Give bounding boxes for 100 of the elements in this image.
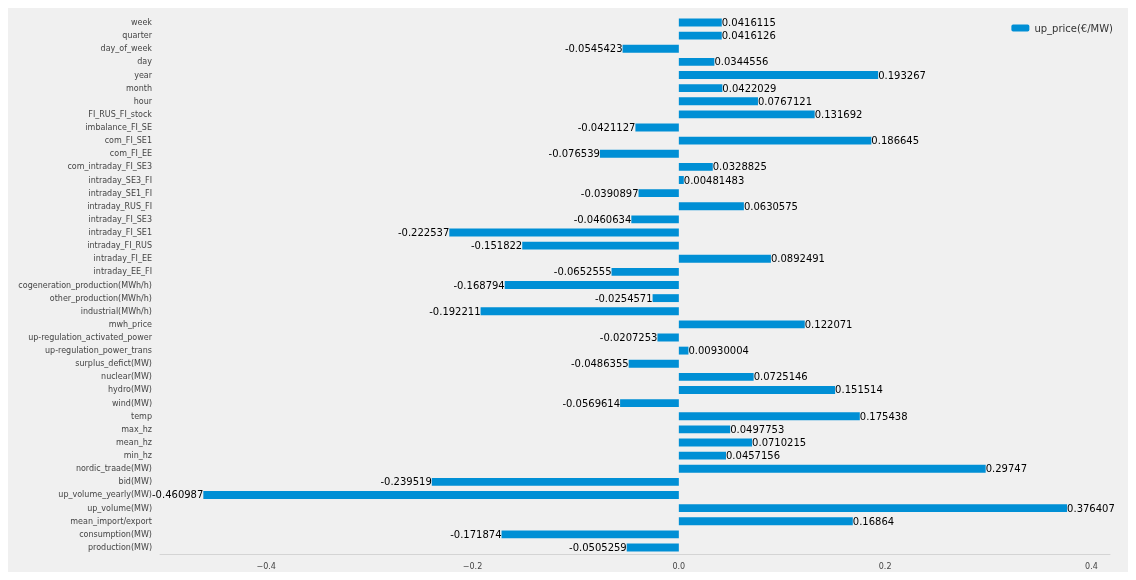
data-label: 0.151514 xyxy=(835,384,883,396)
data-label: 0.0416126 xyxy=(721,30,776,42)
bar xyxy=(678,320,805,329)
bar xyxy=(678,386,836,394)
bar xyxy=(628,359,679,368)
y-tick-label: com_FI_SE1 xyxy=(104,136,152,146)
y-tick-label: intraday_SE1_FI xyxy=(88,188,152,198)
y-tick-label: FI_RUS_FI_stock xyxy=(88,109,153,119)
bar xyxy=(652,294,679,303)
data-label: -0.0545423 xyxy=(564,43,623,55)
data-label: 0.0725146 xyxy=(753,371,808,383)
bar xyxy=(638,189,679,198)
bar xyxy=(631,215,679,224)
data-label: -0.168794 xyxy=(453,279,505,291)
x-tick-label: 0.4 xyxy=(1085,561,1098,571)
y-tick-label: bid(MW) xyxy=(118,477,152,487)
y-tick-label: industrial(MWh/h) xyxy=(80,306,152,316)
y-tick-label: year xyxy=(134,70,153,80)
bar xyxy=(678,71,879,79)
y-tick-label: mean_hz xyxy=(116,437,152,447)
y-tick-label: up-regulation_activated_power xyxy=(28,332,153,342)
bar xyxy=(522,241,679,250)
bar xyxy=(678,517,853,526)
y-tick-label: up_volume(MW) xyxy=(87,503,152,513)
data-label: -0.192211 xyxy=(429,305,481,317)
y-tick-label: intraday_FI_SE1 xyxy=(88,228,152,238)
data-label: -0.0421127 xyxy=(577,122,636,134)
data-label: -0.222537 xyxy=(397,227,450,239)
bar xyxy=(622,44,679,53)
y-tick-label: com_intraday_FI_SE3 xyxy=(67,162,152,172)
bar xyxy=(480,307,679,316)
bar xyxy=(678,176,684,184)
data-label: 0.0630575 xyxy=(743,200,798,212)
y-tick-label: up-regulation_power_trans xyxy=(45,346,152,356)
bar xyxy=(678,346,689,355)
bar xyxy=(678,31,722,40)
data-label: -0.0486355 xyxy=(570,358,629,370)
data-label: 0.0422029 xyxy=(722,82,777,94)
bar xyxy=(678,464,986,473)
y-tick-label: intraday_SE3_FI xyxy=(88,175,152,185)
y-tick-label: hydro(MW) xyxy=(108,385,152,395)
bar xyxy=(431,477,679,486)
bar xyxy=(620,399,679,408)
y-tick-label: wind(MW) xyxy=(112,398,152,408)
y-tick-label: hour xyxy=(133,96,153,106)
data-label: 0.29747 xyxy=(985,463,1028,475)
data-label: -0.0460634 xyxy=(573,213,632,225)
bar xyxy=(678,254,771,263)
bar xyxy=(678,110,815,119)
y-tick-label: month xyxy=(126,83,152,93)
data-label: -0.0569614 xyxy=(562,397,621,409)
bar xyxy=(678,202,744,211)
bar xyxy=(203,491,679,499)
bar xyxy=(678,451,726,460)
y-tick-label: production(MW) xyxy=(87,542,152,552)
data-label: 0.122071 xyxy=(804,318,853,330)
data-label: 0.186645 xyxy=(871,135,920,147)
data-label: -0.0207253 xyxy=(599,331,658,343)
data-label: 0.0710215 xyxy=(752,436,807,448)
data-label: 0.0767121 xyxy=(757,95,813,107)
y-tick-label: nuclear(MW) xyxy=(101,372,152,382)
data-label: -0.171874 xyxy=(450,528,502,540)
y-tick-label: week xyxy=(130,18,153,28)
bar xyxy=(611,267,679,276)
data-label: 0.0892491 xyxy=(770,253,825,265)
y-tick-label: consumption(MW) xyxy=(79,529,152,539)
bar xyxy=(678,425,731,434)
y-tick-label: intraday_EE_FI xyxy=(93,267,152,277)
y-tick-label: imbalance_FI_SE xyxy=(85,123,152,133)
data-label: -0.0505259 xyxy=(569,541,627,553)
bar xyxy=(678,504,1068,513)
y-tick-label: com_FI_EE xyxy=(109,149,152,159)
data-label: 0.376407 xyxy=(1067,502,1115,514)
data-label: -0.151822 xyxy=(470,240,523,252)
data-label: -0.0254571 xyxy=(594,292,653,304)
bar xyxy=(678,412,860,421)
y-tick-label: intraday_FI_RUS xyxy=(87,241,152,251)
data-label: 0.0416115 xyxy=(721,17,776,29)
y-tick-label: day xyxy=(137,57,153,67)
data-label: -0.460987 xyxy=(152,489,204,501)
x-tick-label: −0.2 xyxy=(462,561,483,571)
y-tick-label: temp xyxy=(131,411,152,421)
x-tick-label: 0.2 xyxy=(878,561,892,571)
bar xyxy=(599,149,679,158)
data-label: 0.0497753 xyxy=(730,423,785,435)
data-label: -0.076539 xyxy=(548,148,600,160)
data-label: -0.239519 xyxy=(380,476,432,488)
y-tick-label: surplus_defict(MW) xyxy=(75,359,152,369)
y-tick-label: cogeneration_production(MWh/h) xyxy=(18,280,152,290)
bar xyxy=(678,97,758,106)
data-label: 0.00930004 xyxy=(688,345,749,357)
data-label: 0.0457156 xyxy=(725,450,781,462)
data-label: 0.0328825 xyxy=(712,161,767,173)
y-tick-label: intraday_FI_SE3 xyxy=(88,214,152,224)
bar xyxy=(678,57,715,66)
y-tick-label: intraday_RUS_FI xyxy=(87,201,152,211)
y-tick-label: mwh_price xyxy=(108,319,153,329)
data-label: 0.0344556 xyxy=(714,56,769,68)
data-label: 0.193267 xyxy=(878,69,926,81)
x-tick-label: 0.0 xyxy=(672,561,686,571)
